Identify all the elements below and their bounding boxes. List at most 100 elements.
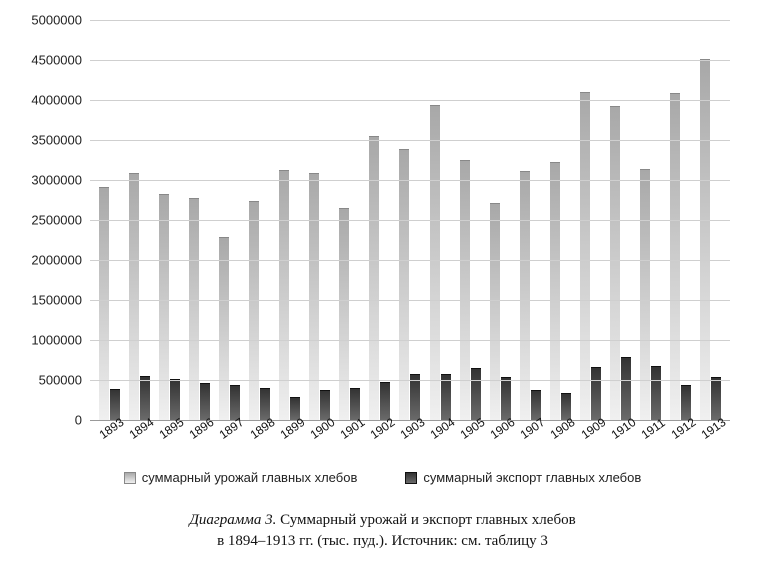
bar-group <box>519 171 541 420</box>
grid-line <box>90 140 730 141</box>
bar-group <box>249 201 271 420</box>
bar-group <box>188 198 210 420</box>
bar-harvest <box>580 92 590 420</box>
grid-line <box>90 220 730 221</box>
x-tick-label: 1904 <box>428 418 469 463</box>
x-tick-label: 1903 <box>398 418 439 463</box>
bar-harvest <box>700 59 710 420</box>
bar-harvest <box>249 201 259 420</box>
bar-group <box>429 105 451 420</box>
y-tick-label: 5000000 <box>31 13 82 28</box>
bar-export <box>711 377 721 420</box>
bar-export <box>471 368 481 420</box>
bar-group <box>610 106 632 420</box>
bar-group <box>279 170 301 420</box>
x-tick-label: 1913 <box>698 418 739 463</box>
chart-container: 0 500000 1000000 1500000 2000000 2500000 30000… <box>0 0 765 573</box>
legend-item-export: суммарный экспорт главных хлебов <box>405 470 641 485</box>
y-tick-label: 4000000 <box>31 93 82 108</box>
bar-export <box>651 366 661 420</box>
bar-harvest <box>159 194 169 420</box>
x-tick-label: 1905 <box>458 418 499 463</box>
bar-harvest <box>520 171 530 420</box>
bar-harvest <box>640 169 650 420</box>
y-tick-label: 4500000 <box>31 53 82 68</box>
bar-harvest <box>369 136 379 420</box>
bar-harvest <box>550 162 560 420</box>
grid-line <box>90 380 730 381</box>
legend-label-harvest: суммарный урожай главных хлебов <box>142 470 358 485</box>
caption-line1: Суммарный урожай и экспорт главных хлебо… <box>280 512 576 528</box>
chart-caption: Диаграмма 3. Суммарный урожай и экспорт … <box>0 510 765 552</box>
caption-prefix: Диаграмма 3. <box>189 512 280 528</box>
bar-group <box>580 92 602 420</box>
x-tick-label: 1906 <box>488 418 529 463</box>
x-tick-label: 1899 <box>277 418 318 463</box>
bar-harvest <box>610 106 620 420</box>
caption-line2: в 1894–1913 гг. (тыс. пуд.). Источник: с… <box>217 533 548 549</box>
bar-harvest <box>430 105 440 420</box>
y-tick-label: 1000000 <box>31 333 82 348</box>
bar-group <box>700 59 722 420</box>
grid-line <box>90 100 730 101</box>
legend-item-harvest: суммарный урожай главных хлебов <box>124 470 358 485</box>
x-tick-label: 1896 <box>187 418 228 463</box>
x-tick-label: 1895 <box>157 418 198 463</box>
bar-group <box>309 173 331 420</box>
bar-harvest <box>99 187 109 420</box>
bar-group <box>158 194 180 420</box>
grid-line <box>90 340 730 341</box>
bar-harvest <box>490 203 500 420</box>
grid-line <box>90 300 730 301</box>
y-tick-label: 0 <box>75 413 82 428</box>
grid-line <box>90 20 730 21</box>
bar-group <box>128 173 150 420</box>
bar-harvest <box>219 237 229 420</box>
x-tick-label: 1894 <box>127 418 168 463</box>
grid-line <box>90 260 730 261</box>
bar-export <box>441 374 451 420</box>
x-tick-label: 1901 <box>337 418 378 463</box>
bar-group <box>369 136 391 420</box>
bar-group <box>549 162 571 420</box>
bar-group <box>640 169 662 420</box>
legend: суммарный урожай главных хлебов суммарны… <box>0 470 765 485</box>
y-tick-label: 3000000 <box>31 173 82 188</box>
legend-swatch-harvest <box>124 472 136 484</box>
bar-export <box>410 374 420 420</box>
bar-export <box>140 376 150 420</box>
bar-export <box>621 357 631 420</box>
bar-harvest <box>129 173 139 420</box>
bar-harvest <box>309 173 319 420</box>
x-tick-label: 1907 <box>518 418 559 463</box>
x-tick-label: 1902 <box>367 418 408 463</box>
x-axis-labels: 1893189418951896189718981899190019011902… <box>90 422 730 462</box>
y-tick-label: 3500000 <box>31 133 82 148</box>
legend-label-export: суммарный экспорт главных хлебов <box>423 470 641 485</box>
y-tick-label: 1500000 <box>31 293 82 308</box>
bar-harvest <box>670 93 680 420</box>
bar-harvest <box>189 198 199 420</box>
bar-group <box>339 208 361 420</box>
x-tick-label: 1912 <box>668 418 709 463</box>
bar-group <box>218 237 240 420</box>
y-tick-label: 2500000 <box>31 213 82 228</box>
bar-harvest <box>339 208 349 420</box>
bar-group <box>489 203 511 420</box>
x-tick-label: 1900 <box>307 418 348 463</box>
x-tick-label: 1897 <box>217 418 258 463</box>
x-tick-label: 1911 <box>638 418 679 463</box>
bar-group <box>98 187 120 420</box>
y-tick-label: 2000000 <box>31 253 82 268</box>
plot-area: 0500000100000015000002000000250000030000… <box>90 20 730 421</box>
x-tick-label: 1908 <box>548 418 589 463</box>
grid-line <box>90 60 730 61</box>
bar-export <box>591 367 601 420</box>
bar-harvest <box>279 170 289 420</box>
y-tick-label: 500000 <box>39 373 82 388</box>
x-tick-label: 1893 <box>97 418 138 463</box>
x-tick-label: 1910 <box>608 418 649 463</box>
x-tick-label: 1909 <box>578 418 619 463</box>
legend-swatch-export <box>405 472 417 484</box>
x-tick-label: 1898 <box>247 418 288 463</box>
